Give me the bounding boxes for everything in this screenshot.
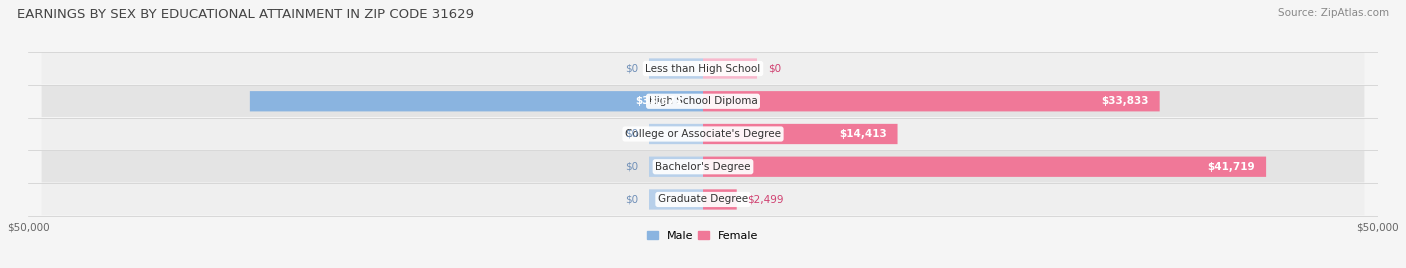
FancyBboxPatch shape (42, 151, 1364, 183)
Text: $41,719: $41,719 (1208, 162, 1256, 172)
Text: $14,413: $14,413 (839, 129, 887, 139)
FancyBboxPatch shape (42, 118, 1364, 150)
Text: $0: $0 (626, 64, 638, 73)
FancyBboxPatch shape (42, 53, 1364, 84)
Text: $0: $0 (626, 195, 638, 204)
Text: Source: ZipAtlas.com: Source: ZipAtlas.com (1278, 8, 1389, 18)
Text: High School Diploma: High School Diploma (648, 96, 758, 106)
Legend: Male, Female: Male, Female (643, 226, 763, 245)
Text: Graduate Degree: Graduate Degree (658, 195, 748, 204)
FancyBboxPatch shape (650, 189, 703, 210)
FancyBboxPatch shape (42, 85, 1364, 117)
FancyBboxPatch shape (650, 157, 703, 177)
Text: Bachelor's Degree: Bachelor's Degree (655, 162, 751, 172)
Text: EARNINGS BY SEX BY EDUCATIONAL ATTAINMENT IN ZIP CODE 31629: EARNINGS BY SEX BY EDUCATIONAL ATTAINMEN… (17, 8, 474, 21)
Text: $2,499: $2,499 (748, 195, 785, 204)
FancyBboxPatch shape (703, 124, 897, 144)
Text: $0: $0 (768, 64, 780, 73)
FancyBboxPatch shape (650, 124, 703, 144)
Text: $0: $0 (626, 162, 638, 172)
Text: $33,571: $33,571 (636, 96, 683, 106)
FancyBboxPatch shape (703, 157, 1267, 177)
FancyBboxPatch shape (650, 58, 703, 79)
Text: Less than High School: Less than High School (645, 64, 761, 73)
FancyBboxPatch shape (250, 91, 703, 111)
FancyBboxPatch shape (703, 189, 737, 210)
FancyBboxPatch shape (703, 58, 756, 79)
FancyBboxPatch shape (703, 91, 1160, 111)
Text: College or Associate's Degree: College or Associate's Degree (626, 129, 780, 139)
Text: $33,833: $33,833 (1101, 96, 1149, 106)
Text: $0: $0 (626, 129, 638, 139)
FancyBboxPatch shape (42, 184, 1364, 215)
